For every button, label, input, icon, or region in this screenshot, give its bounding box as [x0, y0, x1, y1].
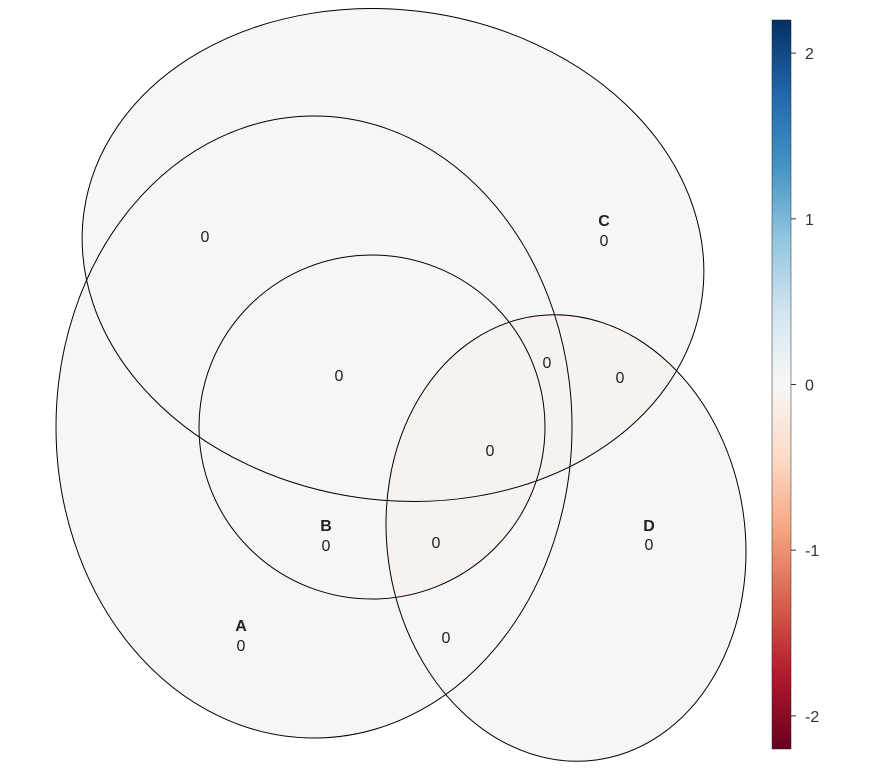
set-b-outline: [198, 254, 546, 600]
region-count: 0: [442, 630, 451, 647]
set-d-count: 0: [645, 537, 654, 554]
region-count: 0: [201, 229, 210, 246]
colorbar-gradient: [771, 19, 792, 750]
set-c-outline: [81, 8, 705, 502]
colorbar-tick-label: 0: [805, 378, 814, 395]
colorbar-tick-label: -2: [805, 709, 819, 726]
set-fills: [56, 8, 746, 762]
colorbar-tick-label: 1: [805, 212, 814, 229]
set-a-outline: [55, 115, 573, 739]
set-b-count: 0: [322, 538, 331, 555]
region-count: 0: [616, 370, 625, 387]
set-a-count: 0: [237, 638, 246, 655]
colorbar-ticks: 2 1 0 -1 -2: [791, 46, 819, 726]
region-count: 0: [543, 355, 552, 372]
colorbar-tick-label: -1: [805, 543, 819, 560]
region-count: 0: [432, 535, 441, 552]
set-b-name: B: [320, 518, 332, 535]
region-count: 0: [486, 443, 495, 460]
tint-c-d: [357, 291, 704, 502]
set-d-name: D: [643, 518, 655, 535]
set-c-name: C: [598, 213, 610, 230]
set-c-count: 0: [600, 233, 609, 250]
colorbar-tick-label: 2: [805, 46, 814, 63]
region-count: 0: [335, 368, 344, 385]
colorbar: 2 1 0 -1 -2: [771, 19, 819, 750]
set-d-outline: [385, 314, 747, 762]
set-outlines: [55, 8, 747, 762]
set-a-name: A: [235, 618, 247, 635]
